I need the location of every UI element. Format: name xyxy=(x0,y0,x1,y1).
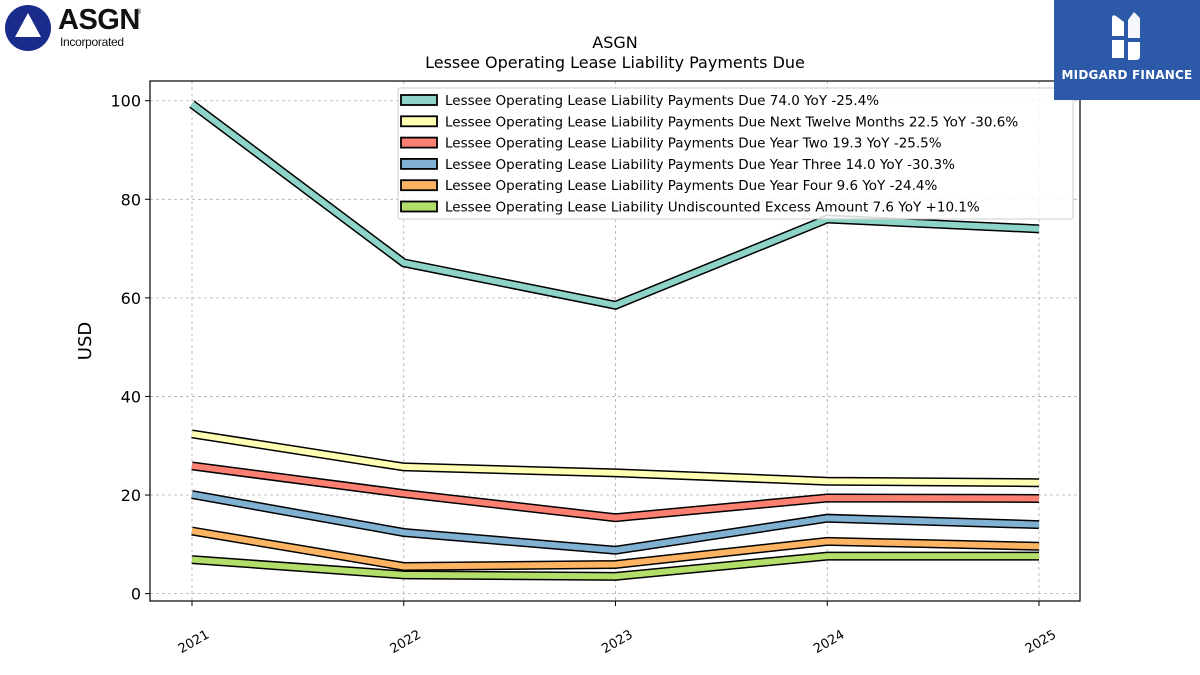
data-point xyxy=(1038,524,1040,526)
legend-swatch xyxy=(400,94,438,106)
series-3 xyxy=(191,490,1040,555)
y-tick-label: 0 xyxy=(131,585,141,604)
x-axis: 2021 2022 2023 2024 2025 xyxy=(176,601,1059,657)
legend-box xyxy=(397,87,1074,220)
y-tick-label: 80 xyxy=(121,190,141,209)
series-1 xyxy=(191,429,1040,488)
legend-item: Lessee Operating Lease Liability Payment… xyxy=(400,114,1018,130)
x-tick-label: 2022 xyxy=(388,627,424,657)
y-tick-label: 20 xyxy=(121,486,141,505)
series-0 xyxy=(189,100,1040,310)
midgard-finance-logo: MIDGARD FINANCE xyxy=(1054,0,1200,100)
data-point xyxy=(403,531,405,533)
data-point xyxy=(826,555,828,557)
asgn-logo-registered: ® xyxy=(135,8,142,16)
legend-swatch xyxy=(400,136,438,149)
series-4 xyxy=(191,526,1040,572)
midgard-logo-mark xyxy=(1112,12,1140,60)
data-point xyxy=(403,466,405,468)
asgn-logo-word: ASGN xyxy=(58,4,140,36)
legend-label: Lessee Operating Lease Liability Payment… xyxy=(445,178,938,194)
series-layer xyxy=(189,100,1040,581)
chart-subtitle: Lessee Operating Lease Liability Payment… xyxy=(425,53,805,72)
data-point xyxy=(403,493,405,495)
legend-item: Lessee Operating Lease Liability Payment… xyxy=(400,157,955,173)
data-point xyxy=(615,549,616,551)
midgard-logo-text: MIDGARD FINANCE xyxy=(1061,68,1193,82)
data-point xyxy=(826,497,828,499)
x-tick-label: 2024 xyxy=(811,627,847,657)
legend-item: Lessee Operating Lease Liability Undisco… xyxy=(400,200,980,216)
data-point xyxy=(615,472,616,474)
data-point xyxy=(191,465,193,467)
legend-swatch xyxy=(400,179,438,192)
asgn-logo-mark xyxy=(5,5,51,51)
y-axis: 0 20 40 60 80 100 xyxy=(110,92,150,604)
legend-label: Lessee Operating Lease Liability Payment… xyxy=(445,93,879,109)
y-axis-label: USD xyxy=(75,322,96,360)
legend-label: Lessee Operating Lease Liability Payment… xyxy=(445,114,1018,130)
x-tick-label: 2021 xyxy=(176,627,212,657)
data-point xyxy=(826,480,828,482)
data-point xyxy=(403,262,405,264)
data-point xyxy=(1038,228,1040,230)
data-point xyxy=(191,103,193,105)
data-point xyxy=(615,564,616,566)
asgn-logo-sub: Incorporated xyxy=(60,35,124,49)
data-point xyxy=(1038,545,1040,547)
series-5 xyxy=(191,551,1040,581)
legend-label: Lessee Operating Lease Liability Payment… xyxy=(445,136,942,152)
data-point xyxy=(403,565,405,567)
data-point xyxy=(1038,482,1040,484)
y-tick-label: 60 xyxy=(121,289,141,308)
data-point xyxy=(191,530,193,532)
data-point xyxy=(191,494,193,496)
legend-label: Lessee Operating Lease Liability Payment… xyxy=(445,157,955,173)
data-point xyxy=(615,575,616,577)
data-point xyxy=(1038,497,1040,499)
legend-swatch xyxy=(400,115,438,128)
asgn-logo: ASGN ® Incorporated xyxy=(4,4,154,54)
data-point xyxy=(191,433,193,435)
data-point xyxy=(403,574,405,576)
legend-item: Lessee Operating Lease Liability Payment… xyxy=(400,93,879,109)
data-point xyxy=(826,540,828,542)
data-point xyxy=(615,517,616,519)
series-2 xyxy=(191,461,1040,523)
legend-label: Lessee Operating Lease Liability Undisco… xyxy=(445,200,980,216)
y-tick-label: 100 xyxy=(110,92,141,111)
x-tick-label: 2025 xyxy=(1023,627,1059,657)
legend-swatch xyxy=(400,200,438,213)
chart-title: ASGN xyxy=(592,33,637,52)
legend-swatch xyxy=(400,157,438,170)
y-tick-label: 40 xyxy=(121,387,141,406)
legend-item: Lessee Operating Lease Liability Payment… xyxy=(400,136,942,152)
x-tick-label: 2023 xyxy=(599,627,635,657)
data-point xyxy=(191,559,193,561)
legend: Lessee Operating Lease Liability Payment… xyxy=(397,87,1074,220)
legend-item: Lessee Operating Lease Liability Payment… xyxy=(400,178,938,194)
data-point xyxy=(1038,555,1040,557)
data-point xyxy=(826,517,828,519)
data-point xyxy=(615,304,616,306)
